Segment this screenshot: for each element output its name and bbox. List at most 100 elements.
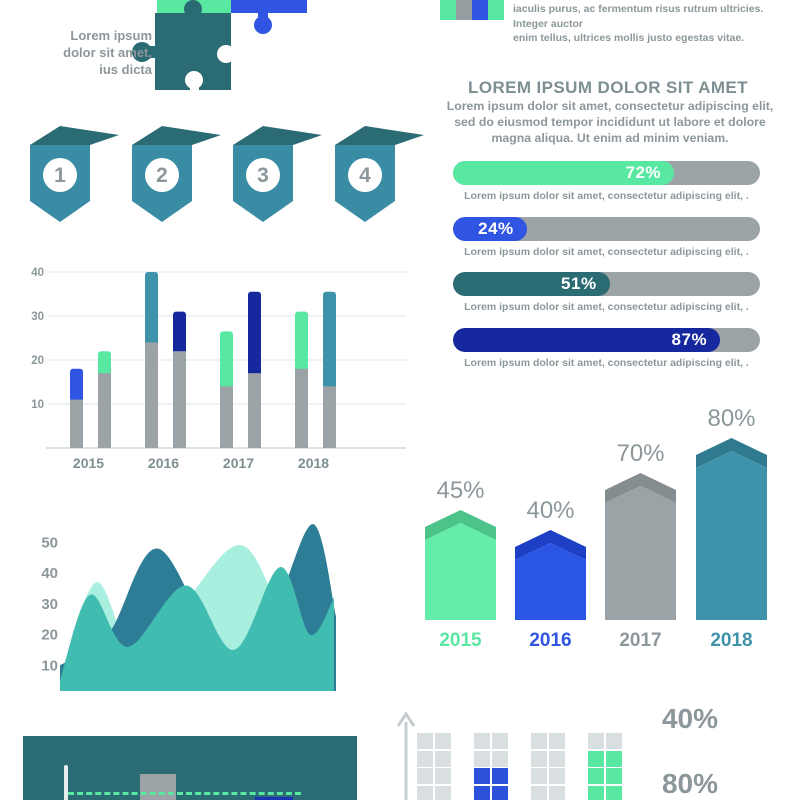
- svg-text:80%: 80%: [707, 408, 755, 432]
- waffle-cell: [417, 733, 433, 749]
- waffle-cell: [548, 768, 565, 784]
- waffle-group-2: [474, 733, 508, 800]
- swatch-0: [440, 0, 456, 20]
- svg-text:40: 40: [41, 565, 58, 582]
- waffle-cell: [548, 785, 565, 800]
- svg-text:30: 30: [31, 311, 44, 323]
- svg-text:50: 50: [41, 535, 58, 552]
- banner-4: 4: [335, 126, 424, 222]
- waffle-cell: [605, 750, 622, 767]
- waffle-cell: [491, 768, 508, 784]
- color-swatch-strip: [440, 0, 504, 20]
- banner-1: 1: [30, 126, 119, 222]
- waffle-cell: [474, 785, 490, 800]
- svg-text:3: 3: [257, 164, 269, 187]
- progress-track: 24%: [453, 217, 760, 241]
- progress-value-label: 51%: [561, 274, 597, 293]
- waffle-cell: [474, 768, 490, 784]
- progress-item-51%: 51% Lorem ipsum dolor sit amet, consectet…: [453, 272, 760, 313]
- waffle-cell: [588, 733, 604, 749]
- swatch-3: [488, 0, 504, 20]
- swatch-2: [472, 0, 488, 20]
- svg-text:40: 40: [31, 267, 44, 279]
- intro-paragraph: iaculis purus, ac fermentum risus rutrum…: [513, 3, 764, 45]
- progress-caption: Lorem ipsum dolor sit amet, consectetur …: [464, 246, 749, 258]
- svg-text:40%: 40%: [526, 497, 574, 524]
- layered-area-chart: 50 40 30 20 10: [41, 524, 336, 691]
- svg-text:10: 10: [41, 657, 58, 674]
- section-title: LOREM IPSUM DOLOR SIT AMET: [468, 78, 748, 97]
- svg-text:4: 4: [359, 164, 371, 187]
- waffle-cell: [417, 768, 433, 784]
- waffle-cell: [417, 750, 433, 767]
- waffle-cell: [548, 733, 565, 749]
- waffle-group-4: [588, 733, 622, 800]
- progress-track: 51%: [453, 272, 760, 296]
- waffle-group-3: [531, 733, 565, 800]
- svg-text:20: 20: [31, 355, 44, 367]
- waffle-cell: [605, 768, 622, 784]
- waffle-cell: [531, 785, 547, 800]
- progress-caption: Lorem ipsum dolor sit amet, consectetur …: [464, 190, 749, 202]
- progress-fill: 72%: [453, 161, 675, 185]
- progress-item-87%: 87% Lorem ipsum dolor sit amet, consectet…: [453, 328, 760, 369]
- waffle-cell: [548, 750, 565, 767]
- waffle-cell: [605, 733, 622, 749]
- waffle-cell: [491, 785, 508, 800]
- waffle-cell: [531, 733, 547, 749]
- svg-text:2016: 2016: [529, 630, 571, 651]
- waffle-cell: [491, 750, 508, 767]
- progress-value-label: 87%: [671, 330, 708, 349]
- waffle-cell: [434, 768, 451, 784]
- progress-caption: Lorem ipsum dolor sit amet, consectetur …: [464, 357, 749, 369]
- waffle-cell: [588, 768, 604, 784]
- svg-text:2015: 2015: [439, 630, 482, 651]
- banner-2: 2: [132, 126, 221, 222]
- svg-text:2018: 2018: [710, 630, 752, 651]
- puzzle-pieces-graphic: [132, 0, 307, 90]
- stacked-bar-chart: 10 20 30 40 2015 2016 2017 2018: [31, 267, 406, 471]
- banner-3: 3: [233, 126, 322, 222]
- panel-dashed-threshold-line: [68, 792, 301, 795]
- waffle-group-1: [417, 733, 451, 800]
- svg-text:30: 30: [41, 596, 58, 613]
- panel-gray-bar: [140, 774, 176, 800]
- svg-text:70%: 70%: [616, 440, 664, 467]
- waffle-label-80: 80%: [661, 768, 719, 799]
- waffle-axis-arrow-icon: [396, 711, 416, 800]
- svg-text:2: 2: [156, 164, 168, 187]
- svg-text:1: 1: [54, 164, 66, 187]
- progress-value-label: 72%: [625, 163, 662, 182]
- waffle-cell: [588, 785, 604, 800]
- svg-text:2017: 2017: [223, 455, 254, 471]
- progress-caption: Lorem ipsum dolor sit amet, consectetur …: [464, 301, 749, 313]
- swatch-1: [456, 0, 472, 20]
- progress-item-72%: 72% Lorem ipsum dolor sit amet, consectet…: [453, 161, 760, 202]
- svg-text:20: 20: [41, 627, 58, 644]
- svg-text:2015: 2015: [73, 455, 104, 471]
- svg-text:45%: 45%: [436, 477, 484, 504]
- waffle-cell: [605, 785, 622, 800]
- waffle-cell: [491, 733, 508, 749]
- progress-track: 72%: [453, 161, 760, 185]
- waffle-cell: [474, 750, 490, 767]
- panel-blue-bar: [255, 797, 293, 800]
- section-paragraph: Lorem ipsum dolor sit amet, consectetur …: [446, 99, 774, 145]
- svg-text:2016: 2016: [148, 455, 179, 471]
- waffle-cell: [474, 733, 490, 749]
- puzzle-caption: Lorem ipsum dolor sit amet, ius dicta: [63, 28, 152, 78]
- pentagon-bar-chart: 45% 2015 40% 2016 70% 2017 80% 2018: [425, 408, 767, 651]
- progress-fill: 51%: [453, 272, 610, 296]
- waffle-cell: [588, 750, 604, 767]
- progress-fill: 24%: [453, 217, 527, 241]
- svg-text:2017: 2017: [619, 630, 661, 651]
- svg-text:2018: 2018: [298, 455, 329, 471]
- dark-panel-chart: [23, 736, 357, 800]
- panel-y-axis: [64, 765, 68, 800]
- waffle-cell: [434, 750, 451, 767]
- waffle-label-40: 40%: [661, 703, 719, 734]
- waffle-cell: [434, 785, 451, 800]
- progress-track: 87%: [453, 328, 760, 352]
- progress-fill: 87%: [453, 328, 721, 352]
